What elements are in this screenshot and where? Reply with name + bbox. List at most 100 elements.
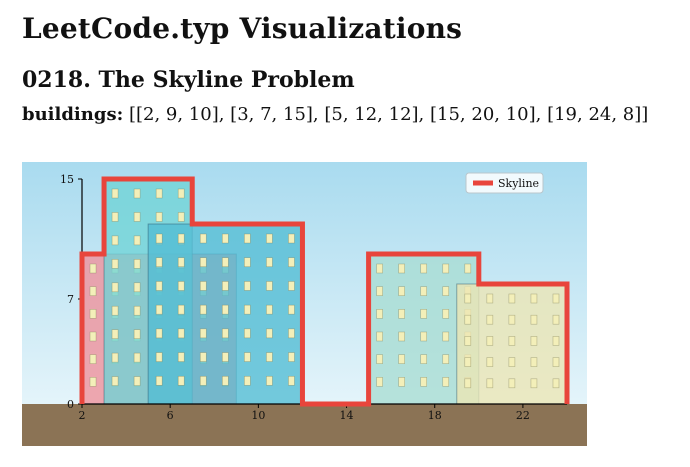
window	[508, 293, 516, 304]
window	[221, 257, 229, 268]
x-tick-label: 10	[251, 409, 265, 422]
window	[133, 329, 141, 339]
window	[177, 328, 185, 339]
window	[133, 212, 141, 222]
x-tick-label: 22	[516, 409, 530, 422]
window	[177, 257, 185, 268]
window	[177, 304, 185, 315]
window	[244, 281, 251, 291]
window	[199, 281, 207, 291]
window	[398, 286, 405, 296]
window	[486, 336, 494, 346]
window	[221, 375, 229, 386]
ground	[22, 404, 587, 446]
window	[111, 235, 119, 246]
window	[199, 304, 207, 315]
window	[89, 309, 97, 319]
window	[89, 377, 97, 387]
legend-box	[465, 172, 544, 194]
window	[376, 286, 383, 296]
legend: Skyline	[465, 172, 544, 194]
y-tick-label: 15	[60, 173, 74, 186]
window	[464, 378, 472, 389]
window	[486, 357, 494, 367]
window	[133, 235, 141, 246]
window	[266, 328, 273, 339]
skyline-chart: 0 7 15 2 6 10 14 18 22 Skyline	[22, 162, 587, 446]
x-tick-label: 14	[340, 409, 354, 422]
window	[288, 352, 295, 362]
window	[266, 352, 273, 362]
window	[266, 281, 273, 291]
window	[111, 212, 119, 222]
window	[288, 281, 295, 291]
x-tick-label: 2	[79, 409, 86, 422]
window	[155, 257, 163, 268]
window	[508, 378, 516, 389]
input-line: buildings: [[2, 9, 10], [3, 7, 15], [5, …	[22, 104, 648, 125]
window	[398, 377, 405, 387]
window	[111, 376, 119, 386]
window	[199, 352, 207, 362]
window	[155, 188, 163, 199]
x-tick-label: 18	[428, 409, 442, 422]
window	[530, 314, 538, 325]
window	[111, 282, 119, 293]
window	[155, 352, 163, 362]
window	[398, 309, 405, 319]
window	[486, 378, 494, 389]
window	[464, 314, 472, 325]
skyline-layer	[79, 176, 570, 407]
window	[177, 233, 185, 244]
window	[199, 375, 207, 386]
window	[486, 293, 494, 304]
window	[508, 357, 516, 367]
window	[155, 212, 163, 222]
window	[155, 233, 163, 244]
window	[89, 331, 97, 342]
window	[376, 377, 383, 387]
window	[155, 281, 163, 291]
window	[442, 331, 450, 342]
window	[199, 233, 207, 244]
window	[244, 233, 251, 244]
window	[376, 354, 383, 364]
window	[133, 376, 141, 386]
window	[221, 304, 229, 315]
window	[552, 357, 560, 367]
window	[221, 233, 229, 244]
window	[111, 352, 119, 363]
window	[420, 377, 428, 387]
window	[420, 263, 428, 274]
window	[442, 354, 450, 364]
window	[442, 286, 450, 296]
window	[177, 188, 185, 199]
window	[288, 233, 295, 244]
window	[89, 354, 97, 364]
window	[442, 377, 450, 387]
window	[398, 263, 405, 274]
window	[177, 352, 185, 362]
window	[420, 354, 428, 364]
skyline-line	[79, 176, 570, 407]
window	[464, 293, 472, 304]
window	[552, 314, 560, 325]
window	[266, 304, 273, 315]
window	[530, 357, 538, 367]
window	[398, 331, 405, 342]
window	[420, 331, 428, 342]
window	[111, 188, 119, 199]
window	[199, 257, 207, 268]
window	[552, 336, 560, 346]
window	[244, 352, 251, 362]
window	[508, 314, 516, 325]
y-tick-label: 0	[67, 398, 74, 411]
window	[155, 328, 163, 339]
window	[177, 212, 185, 222]
legend-label: Skyline	[498, 177, 539, 190]
window	[244, 304, 251, 315]
window	[464, 336, 472, 346]
window	[288, 375, 295, 386]
window	[111, 305, 119, 316]
window	[199, 328, 207, 339]
